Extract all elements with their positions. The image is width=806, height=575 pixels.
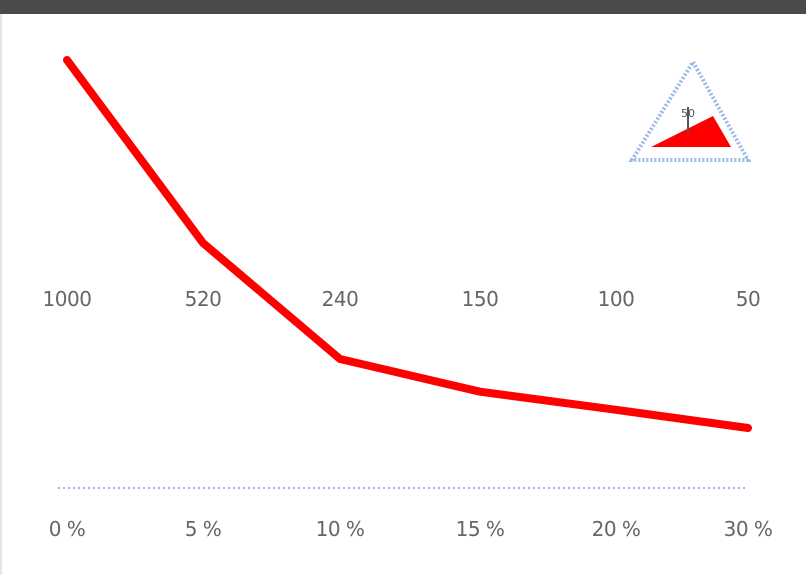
chart-frame [0, 14, 806, 575]
x-tick-label: 10 % [316, 517, 365, 541]
top-label: 100 [598, 287, 635, 311]
logo-fill [651, 116, 731, 147]
top-label: 240 [322, 287, 359, 311]
logo-outline [628, 58, 752, 162]
x-tick-label: 15 % [456, 517, 505, 541]
top-label: 150 [462, 287, 499, 311]
x-tick-label: 30 % [724, 517, 773, 541]
logo-text: 50 [681, 107, 695, 120]
x-tick-label: 5 % [185, 517, 222, 541]
top-label: 520 [185, 287, 222, 311]
x-tick-label: 0 % [49, 517, 86, 541]
top-label: 1000 [43, 287, 92, 311]
series-line [63, 56, 752, 432]
x-tick-label: 20 % [592, 517, 641, 541]
logo: 50 [628, 58, 752, 162]
top-label: 50 [736, 287, 760, 311]
top-bar [0, 0, 806, 14]
